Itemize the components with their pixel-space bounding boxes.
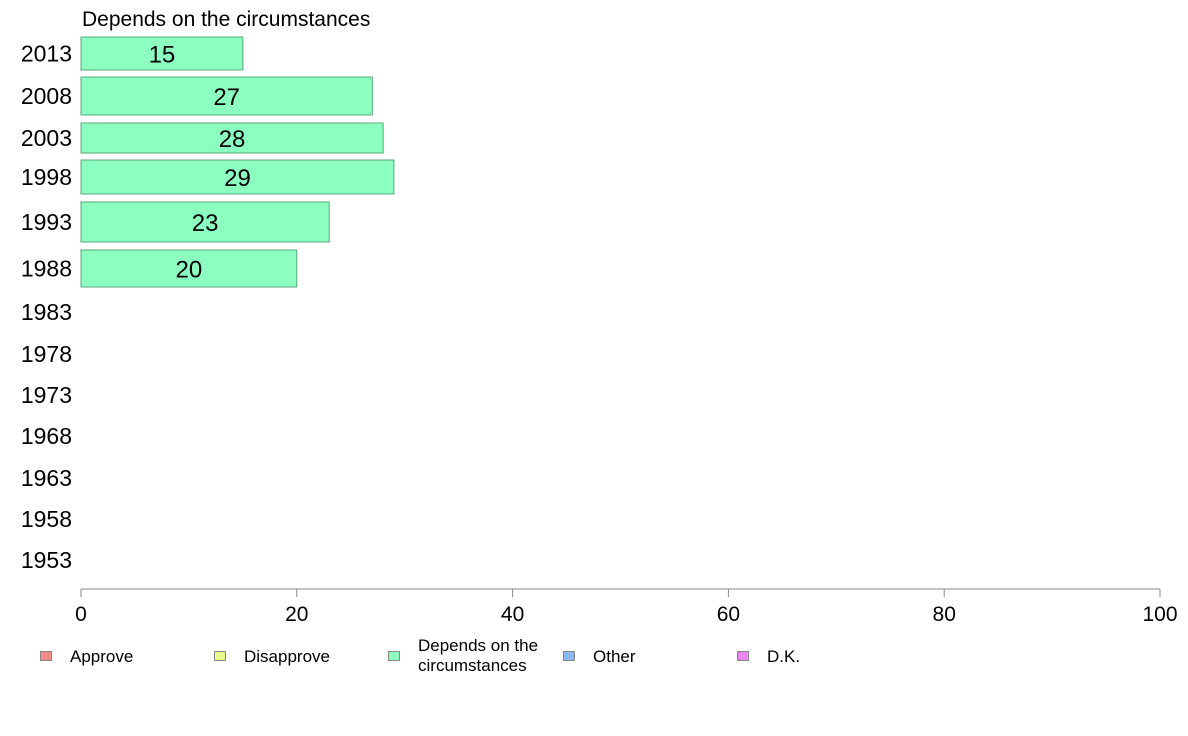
y-tick-label: 1968 (21, 423, 72, 449)
bar (80, 36, 244, 71)
y-tick-label: 1983 (21, 299, 72, 325)
legend-label: Other (593, 647, 636, 666)
y-tick-label: 1993 (21, 209, 72, 235)
bar (80, 201, 330, 243)
legend-swatch (214, 651, 226, 661)
legend-swatch (563, 651, 575, 661)
bar-value-label: 29 (224, 165, 251, 192)
x-tick-label: 0 (75, 603, 87, 626)
legend-item: Other (563, 636, 636, 667)
y-tick-label: 1988 (21, 256, 72, 282)
x-tick-label: 40 (501, 603, 524, 626)
x-tick-label: 80 (933, 603, 956, 626)
legend-swatch (40, 651, 52, 661)
y-tick-label: 1963 (21, 465, 72, 491)
legend-item: Disapprove (214, 636, 330, 667)
bar-value-label: 20 (176, 257, 203, 284)
legend-swatch (737, 651, 749, 661)
bar-value-label: 27 (213, 84, 240, 111)
legend-item: Approve (40, 636, 133, 667)
bar-value-label: 15 (149, 42, 176, 69)
legend-label: Depends on the circumstances (418, 636, 539, 675)
y-tick-label: 2013 (21, 41, 72, 67)
legend-item: D.K. (737, 636, 800, 667)
bar (80, 249, 298, 288)
x-tick-label: 100 (1142, 603, 1177, 626)
x-axis: 0 20 40 60 80 100 (75, 588, 1178, 626)
legend-label: Disapprove (244, 647, 330, 666)
y-tick-label: 2008 (21, 83, 72, 109)
y-tick-label: 1998 (21, 164, 72, 190)
bar (80, 76, 373, 116)
bar (80, 122, 384, 154)
y-tick-label: 1953 (21, 547, 72, 573)
y-tick-label: 1978 (21, 341, 72, 367)
y-tick-label: 2003 (21, 125, 72, 151)
chart-title: Depends on the circumstances (82, 8, 370, 31)
legend: Approve Disapprove Depends on the circumst… (0, 636, 1188, 696)
y-tick-label: 1973 (21, 382, 72, 408)
x-tick-label: 60 (717, 603, 740, 626)
legend-label: D.K. (767, 647, 801, 666)
y-tick-label: 1958 (21, 506, 72, 532)
legend-swatch (388, 651, 400, 661)
bar-value-label: 23 (192, 210, 219, 237)
legend-item: Depends on the circumstances (388, 636, 538, 676)
bar-value-label: 28 (219, 126, 246, 153)
legend-label: Approve (70, 647, 134, 666)
bar (80, 159, 395, 195)
x-tick-label: 20 (285, 603, 308, 626)
y-axis-labels: 2013 2008 2003 1998 1993 1988 1983 1978 1973 1968… (21, 41, 72, 574)
